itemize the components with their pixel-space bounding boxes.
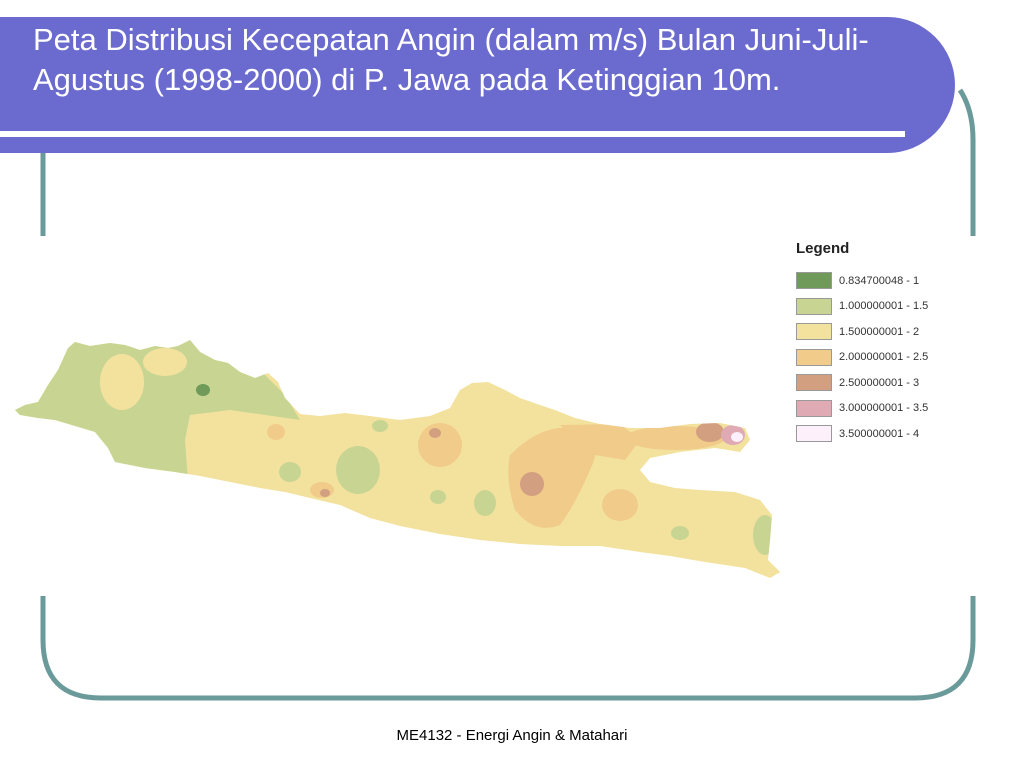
- madura-brown-zone: [696, 422, 724, 442]
- legend-item: 1.500000001 - 2: [796, 319, 1016, 345]
- legend-label: 2.000000001 - 2.5: [839, 351, 929, 364]
- legend-label: 0.834700048 - 1: [839, 274, 920, 287]
- legend-label: 3.000000001 - 3.5: [839, 402, 929, 415]
- green-patch-5: [753, 515, 777, 555]
- legend-label: 3.500000001 - 4: [839, 427, 920, 440]
- legend-title: Legend: [796, 240, 850, 257]
- legend-swatch: [796, 374, 832, 392]
- legend-swatch: [796, 272, 832, 290]
- brown-patch-2: [429, 428, 441, 438]
- green-patch-7: [430, 490, 446, 504]
- north-coast-yellow: [143, 348, 187, 376]
- green-patch-3: [474, 490, 496, 516]
- java-wind-speed-map: [15, 340, 780, 578]
- orange-zone-east-central: [508, 427, 596, 528]
- title-band: [0, 17, 955, 153]
- legend-label: 2.500000001 - 3: [839, 376, 920, 389]
- legend-label: 1.000000001 - 1.5: [839, 300, 929, 313]
- green-patch-4: [671, 526, 689, 540]
- map-legend: Legend 0.834700048 - 1 1.000000001 - 1.5…: [796, 240, 1016, 447]
- legend-item: 3.000000001 - 3.5: [796, 396, 1016, 422]
- brown-patch-1: [520, 472, 544, 496]
- map-area: [0, 236, 1024, 596]
- orange-patch-2: [418, 423, 462, 467]
- legend-swatch: [796, 399, 832, 417]
- frame-right-top-line: [957, 88, 976, 236]
- slide-title: Peta Distribusi Kecepatan Angin (dalam m…: [33, 22, 869, 97]
- orange-zone-northeast: [560, 424, 640, 460]
- low-wind-spot: [196, 384, 210, 396]
- title-underline: [0, 131, 905, 137]
- legend-item: 2.500000001 - 3: [796, 370, 1016, 396]
- frame-bottom-line: [40, 596, 976, 701]
- orange-patch-1: [267, 424, 285, 440]
- west-java-green-zone: [15, 340, 300, 480]
- legend-item: 1.000000001 - 1.5: [796, 294, 1016, 320]
- green-patch-2: [279, 462, 301, 482]
- east-tip-yellow: [765, 568, 780, 578]
- green-patch-6: [372, 420, 388, 432]
- legend-item: 3.500000001 - 4: [796, 421, 1016, 447]
- legend-item: 2.000000001 - 2.5: [796, 345, 1016, 371]
- legend-label: 1.500000001 - 2: [839, 325, 920, 338]
- west-tip-yellow: [100, 354, 144, 410]
- legend-item: 0.834700048 - 1: [796, 268, 1016, 294]
- orange-patch-3: [602, 489, 638, 521]
- brown-patch-3: [320, 489, 330, 497]
- slide-footer: ME4132 - Energi Angin & Matahari: [396, 727, 628, 744]
- legend-swatch: [796, 348, 832, 366]
- madura-peak-zone: [731, 432, 743, 442]
- legend-swatch: [796, 323, 832, 341]
- legend-swatch: [796, 297, 832, 315]
- legend-swatch: [796, 425, 832, 443]
- green-patch-1: [336, 446, 380, 494]
